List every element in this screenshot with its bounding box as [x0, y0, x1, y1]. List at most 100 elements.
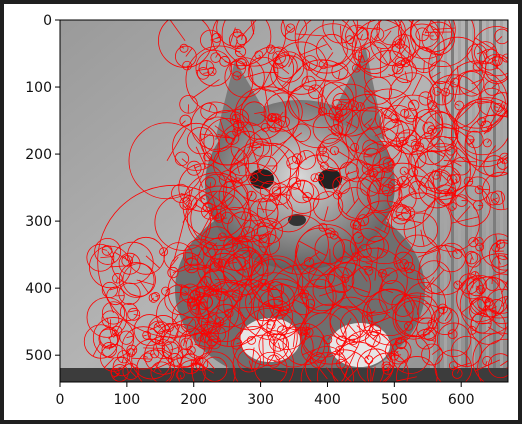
keypoint-circle: [221, 20, 287, 67]
keypoint-circle: [122, 363, 140, 380]
keypoint-orientation: [170, 346, 179, 351]
keypoint-circle: [86, 243, 115, 272]
keypoint-orientation: [198, 333, 203, 347]
keypoint-circle: [328, 106, 343, 121]
keypoint-circle: [477, 338, 508, 382]
stripe: [458, 20, 461, 382]
keypoint-circle: [167, 353, 182, 367]
keypoint-circle: [469, 298, 487, 315]
keypoint-orientation: [344, 267, 351, 277]
keypoint-orientation: [475, 37, 497, 52]
keypoint-orientation: [250, 20, 255, 35]
keypoint-orientation: [238, 238, 244, 249]
keypoint-circle: [418, 91, 433, 106]
keypoint-orientation: [391, 351, 395, 356]
keypoint-orientation: [126, 335, 134, 339]
keypoint-circle: [202, 242, 218, 258]
keypoint-orientation: [195, 362, 198, 367]
keypoint-circle: [229, 141, 291, 203]
keypoint-circle: [127, 307, 141, 321]
stripe: [444, 20, 447, 382]
keypoint-orientation: [187, 265, 193, 272]
keypoint-orientation: [154, 363, 162, 373]
keypoint-circle: [336, 335, 347, 347]
keypoint-circle: [195, 290, 240, 335]
keypoint-circle: [322, 20, 359, 44]
keypoint-circle: [305, 298, 316, 309]
keypoint-circle: [333, 190, 343, 200]
keypoint-orientation: [206, 359, 216, 370]
keypoint-orientation: [487, 101, 504, 130]
keypoint-circle: [337, 177, 380, 220]
keypoint-orientation: [442, 20, 446, 35]
keypoint-circle: [418, 170, 456, 209]
keypoint-orientation: [347, 285, 370, 293]
keypoint-orientation: [274, 124, 277, 132]
keypoint-orientation: [367, 164, 372, 170]
keypoint-orientation: [402, 354, 411, 372]
keypoint-orientation: [261, 186, 271, 192]
keypoint-orientation: [451, 216, 479, 224]
keypoint-circle: [231, 113, 241, 123]
keypoint-circle: [381, 267, 398, 285]
keypoint-circle: [466, 253, 508, 319]
keypoint-orientation: [113, 372, 121, 379]
keypoint-orientation: [365, 262, 373, 265]
keypoint-circle: [178, 163, 227, 212]
keypoint-orientation: [294, 132, 302, 139]
keypoint-orientation: [214, 217, 220, 220]
keypoint-circle: [182, 195, 198, 210]
keypoint-orientation: [251, 347, 255, 369]
keypoint-circle: [369, 168, 379, 178]
keypoint-orientation: [451, 179, 454, 185]
keypoint-orientation: [276, 281, 302, 291]
keypoint-circle: [443, 60, 508, 129]
keypoint-circle: [427, 100, 438, 110]
keypoint-circle: [354, 47, 371, 63]
keypoint-orientation: [102, 248, 108, 251]
keypoint-orientation: [287, 25, 291, 29]
keypoint-circle: [258, 234, 268, 244]
keypoint-orientation: [360, 34, 364, 40]
keypoint-circle: [175, 370, 185, 380]
keypoint-orientation: [441, 93, 444, 105]
keypoint-orientation: [372, 333, 379, 340]
keypoint-orientation: [492, 166, 495, 177]
keypoint-circle: [434, 349, 473, 382]
keypoint-circle: [491, 295, 508, 330]
keypoint-orientation: [166, 314, 179, 333]
keypoint-circle: [267, 354, 281, 368]
keypoint-orientation: [201, 197, 206, 200]
keypoint-circle: [329, 230, 339, 240]
keypoint-orientation: [411, 74, 423, 96]
keypoint-orientation: [451, 205, 456, 210]
keypoint-circle: [351, 252, 361, 262]
keypoint-circle: [304, 23, 363, 82]
keypoint-orientation: [310, 303, 315, 307]
keypoint-circle: [220, 184, 279, 243]
keypoint-circle: [332, 239, 357, 263]
keypoint-orientation: [249, 212, 277, 224]
keypoint-circle: [112, 356, 133, 377]
keypoint-orientation: [236, 224, 266, 240]
keypoint-orientation: [279, 118, 285, 123]
keypoint-orientation: [149, 323, 164, 331]
kitten-photo: [60, 20, 508, 382]
keypoint-orientation: [303, 150, 307, 161]
keypoint-circle: [265, 186, 312, 233]
keypoint-orientation: [424, 20, 432, 34]
keypoint-orientation: [487, 139, 490, 144]
keypoint-circle: [211, 20, 272, 67]
keypoint-circle: [197, 279, 265, 347]
kitten-head: [205, 100, 395, 270]
keypoint-circle: [207, 66, 217, 77]
keypoint-circle: [221, 211, 234, 224]
keypoint-orientation: [480, 296, 490, 316]
keypoint-circle: [144, 335, 184, 375]
keypoint-circle: [410, 140, 420, 150]
keypoint-orientation: [400, 45, 408, 55]
keypoint-circle: [242, 101, 267, 126]
keypoint-orientation: [268, 310, 281, 338]
keypoint-circle: [232, 71, 242, 81]
keypoint-circle: [280, 20, 307, 41]
